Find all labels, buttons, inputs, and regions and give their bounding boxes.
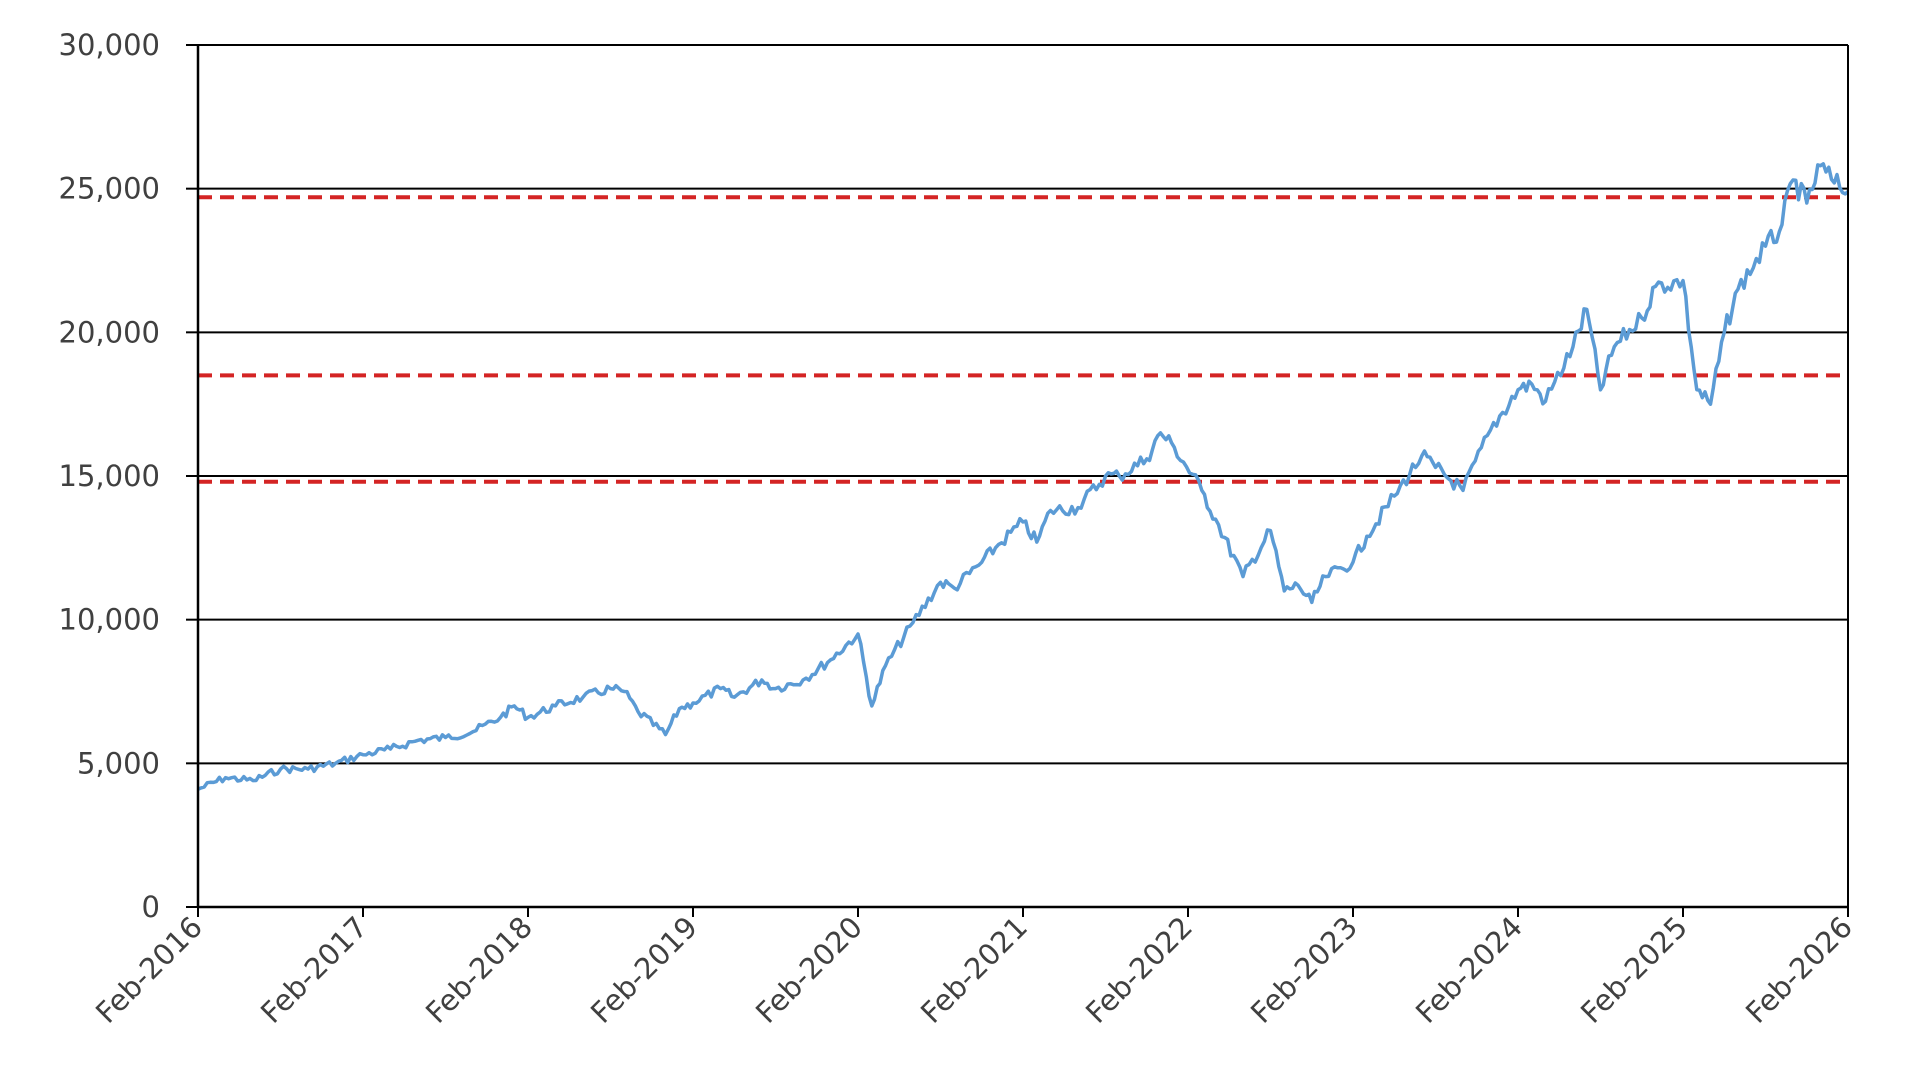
x-tick-label-5: Feb-2021 [914, 910, 1034, 1030]
grid-lines [198, 44, 1848, 765]
x-tick-label-4: Feb-2020 [749, 910, 869, 1030]
axes [186, 44, 1849, 917]
x-tick-label-6: Feb-2022 [1079, 910, 1199, 1030]
y-tick-label-5: 25,000 [59, 172, 160, 206]
y-tick-label-4: 20,000 [59, 315, 160, 349]
y-tick-label-6: 30,000 [59, 28, 160, 62]
y-tick-label-3: 15,000 [59, 459, 160, 493]
y-tick-label-2: 10,000 [59, 603, 160, 637]
series-layer [197, 162, 1850, 791]
x-tick-label-2: Feb-2018 [419, 910, 539, 1030]
x-tick-label-0: Feb-2016 [89, 910, 209, 1030]
reference-lines [198, 195, 1848, 484]
y-tick-label-0: 0 [142, 890, 160, 924]
y-tick-label-1: 5,000 [77, 746, 160, 780]
y-axis-tick-labels: 0 5,000 10,000 15,000 20,000 25,000 30,000 [59, 28, 160, 924]
x-tick-label-1: Feb-2017 [254, 910, 374, 1030]
x-tick-label-10: Feb-2026 [1739, 910, 1859, 1030]
x-tick-label-7: Feb-2023 [1244, 910, 1364, 1030]
series-line-0 [197, 162, 1850, 791]
x-axis-tick-labels: Feb-2016 Feb-2017 Feb-2018 Feb-2019 Feb-2020… [89, 910, 1859, 1030]
x-tick-label-9: Feb-2025 [1574, 910, 1694, 1030]
x-tick-label-8: Feb-2024 [1409, 910, 1529, 1030]
x-tick-label-3: Feb-2019 [584, 910, 704, 1030]
